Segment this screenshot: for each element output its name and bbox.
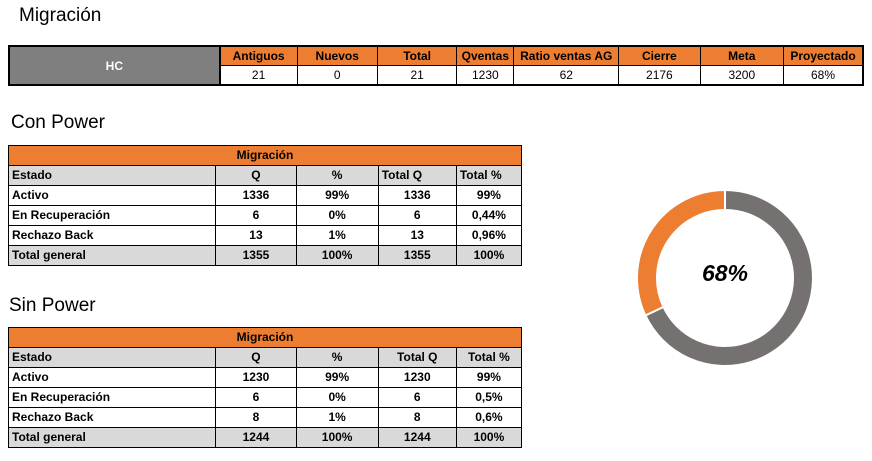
cell: 0% <box>295 387 379 408</box>
cell: 1355 <box>377 245 457 266</box>
summary-value: 0 <box>296 65 378 86</box>
cell: 1244 <box>215 427 297 448</box>
summary-value: 21 <box>376 65 458 86</box>
cell: 6 <box>377 387 457 408</box>
table-title: Migración <box>8 327 522 348</box>
table-row: Rechazo Back 8 1% 8 0,6% <box>7 407 523 428</box>
cell: 100% <box>295 427 379 448</box>
row-label: Total general <box>7 245 217 266</box>
cell: 1336 <box>215 185 297 206</box>
cell: 8 <box>377 407 457 428</box>
cell: 99% <box>295 185 379 206</box>
column-header: Total Q <box>377 165 457 186</box>
cell: 1230 <box>215 367 297 388</box>
cell: 1% <box>295 225 379 246</box>
cell: 1230 <box>377 367 457 388</box>
column-header: % <box>295 347 379 368</box>
column-header: Q <box>215 347 297 368</box>
summary-header: Antiguos <box>219 45 298 66</box>
table-title: Migración <box>8 145 522 166</box>
row-label: Total general <box>7 427 217 448</box>
total-row: Total general 1355 100% 1355 100% <box>7 245 523 266</box>
summary-header: Qventas <box>456 45 515 66</box>
summary-header: Cierre <box>618 45 701 66</box>
cell: 0,96% <box>455 225 523 246</box>
cell: 0,44% <box>455 205 523 226</box>
sin-power-heading: Sin Power <box>9 295 96 316</box>
row-label: En Recuperación <box>7 205 217 226</box>
column-header: Total % <box>455 347 523 368</box>
cell: 13 <box>377 225 457 246</box>
cell: 8 <box>215 407 297 428</box>
summary-value: 1230 <box>456 65 515 86</box>
row-label: Activo <box>7 185 217 206</box>
table-row: Activo 1336 99% 1336 99% <box>7 185 523 206</box>
cell: 100% <box>295 245 379 266</box>
column-header: % <box>295 165 379 186</box>
donut-label: 68% <box>701 260 749 286</box>
cell: 99% <box>295 367 379 388</box>
row-label: Activo <box>7 367 217 388</box>
cell: 6 <box>215 205 297 226</box>
donut-segment-grey <box>644 188 814 367</box>
summary-header: Nuevos <box>296 45 378 66</box>
column-header: Estado <box>7 165 217 186</box>
cell: 1244 <box>377 427 457 448</box>
cell: 0,5% <box>455 387 523 408</box>
cell: 1% <box>295 407 379 428</box>
cell: 1355 <box>215 245 297 266</box>
cell: 100% <box>455 245 523 266</box>
summary-value: 68% <box>783 65 864 86</box>
column-header: Total % <box>455 165 523 186</box>
cell: 99% <box>455 367 523 388</box>
page-title: Migración <box>19 5 102 26</box>
cell: 6 <box>215 387 297 408</box>
summary-header: Total <box>376 45 458 66</box>
column-header: Estado <box>7 347 217 368</box>
row-label: Rechazo Back <box>7 407 217 428</box>
summary-value: 62 <box>513 65 620 86</box>
cell: 99% <box>455 185 523 206</box>
table-row: Activo 1230 99% 1230 99% <box>7 367 523 388</box>
summary-value: 21 <box>219 65 298 86</box>
table-row: En Recuperación 6 0% 6 0,5% <box>7 387 523 408</box>
con-power-heading: Con Power <box>11 112 105 133</box>
row-label: En Recuperación <box>7 387 217 408</box>
summary-header: Ratio ventas AG <box>513 45 620 66</box>
con-power-table: Migración Estado Q % Total Q Total % Act… <box>7 145 523 266</box>
hc-cell: HC <box>8 45 221 86</box>
cell: 1336 <box>377 185 457 206</box>
total-row: Total general 1244 100% 1244 100% <box>7 427 523 448</box>
cell: 13 <box>215 225 297 246</box>
donut-chart <box>636 188 814 367</box>
cell: 100% <box>455 427 523 448</box>
summary-value: 3200 <box>699 65 785 86</box>
donut-segment-orange <box>636 188 726 317</box>
table-row: En Recuperación 6 0% 6 0,44% <box>7 205 523 226</box>
cell: 0% <box>295 205 379 226</box>
cell: 0,6% <box>455 407 523 428</box>
column-header: Q <box>215 165 297 186</box>
column-header: Total Q <box>377 347 457 368</box>
summary-header: Proyectado <box>783 45 864 66</box>
cell: 6 <box>377 205 457 226</box>
table-row: Rechazo Back 13 1% 13 0,96% <box>7 225 523 246</box>
summary-value: 2176 <box>618 65 701 86</box>
summary-table: HC Antiguos Nuevos Total Qventas Ratio v… <box>8 45 864 86</box>
row-label: Rechazo Back <box>7 225 217 246</box>
summary-header: Meta <box>699 45 785 66</box>
sin-power-table: Migración Estado Q % Total Q Total % Act… <box>7 327 523 448</box>
